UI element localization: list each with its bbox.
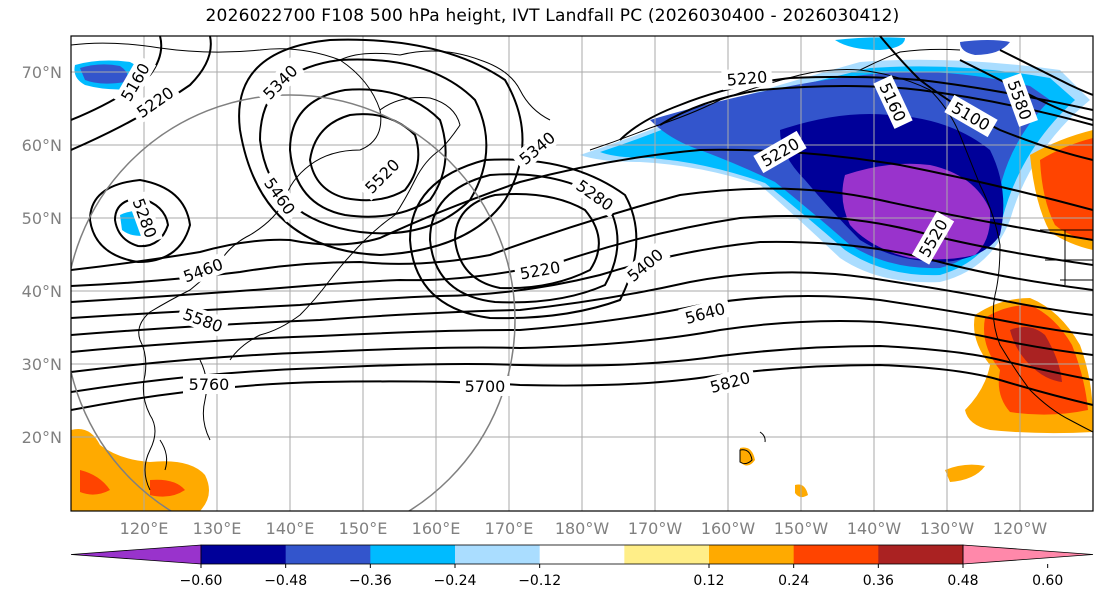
map-frame [70, 35, 1094, 512]
lon-label: 150°W [774, 519, 829, 538]
colorbar: −0.60 −0.48 −0.36 −0.24 −0.12 0.12 0.24 0.36 0.4… [70, 544, 1094, 589]
region-circle [71, 94, 516, 511]
colorbar-tick-label: −0.36 [349, 573, 392, 589]
lat-label: 40°N [22, 282, 62, 301]
lat-label: 60°N [22, 136, 62, 155]
positive-ivt-shading [71, 130, 1093, 511]
contour-label: 5220 [726, 67, 768, 89]
lon-label: 140°E [266, 519, 315, 538]
colorbar-tick-label: 0.24 [778, 573, 809, 589]
colorbar-segment [539, 545, 625, 564]
contour-label: 5760 [189, 375, 230, 394]
colorbar-segment [201, 545, 287, 564]
colorbar-segment [624, 545, 710, 564]
lon-label: 170°W [628, 519, 683, 538]
colorbar-frame [200, 544, 964, 565]
colorbar-extend-min [70, 544, 202, 565]
colorbar-tick-label: 0.60 [1032, 573, 1063, 589]
contour-label: 5700 [465, 377, 506, 396]
lon-label: 170°E [485, 519, 534, 538]
colorbar-tick-label: −0.24 [434, 573, 477, 589]
map-plot-area: 5160 5220 5340 5280 5220 5460 5520 5340 … [71, 36, 1093, 511]
colorbar-segment [709, 545, 795, 564]
lon-label: 150°E [339, 519, 388, 538]
colorbar-segment [285, 545, 371, 564]
colorbar-segment [878, 545, 964, 564]
colorbar-tick-label: 0.12 [693, 573, 724, 589]
lon-label: 120°E [120, 519, 169, 538]
colorbar-tick-label: 0.36 [863, 573, 894, 589]
longitude-labels: 120°E 130°E 140°E 150°E 160°E 170°E 180°… [120, 519, 1048, 538]
lat-label: 30°N [22, 355, 62, 374]
latitude-labels: 70°N 60°N 50°N 40°N 30°N 20°N [22, 63, 62, 447]
lon-label: 130°W [920, 519, 975, 538]
map-title: 2026022700 F108 500 hPa height, IVT Land… [205, 6, 900, 26]
lat-label: 70°N [22, 63, 62, 82]
colorbar-extend-max [962, 544, 1094, 565]
colorbar-segment [793, 545, 879, 564]
lon-label: 160°E [412, 519, 461, 538]
lat-label: 20°N [22, 428, 62, 447]
lon-label: 140°W [847, 519, 902, 538]
colorbar-tick-label: 0.48 [947, 573, 978, 589]
lat-label: 50°N [22, 209, 62, 228]
colorbar-tick-label: −0.12 [518, 573, 561, 589]
lon-label: 180°W [555, 519, 610, 538]
colorbar-tick-label: −0.48 [264, 573, 307, 589]
lon-label: 130°E [193, 519, 242, 538]
colorbar-segment [370, 545, 456, 564]
lon-label: 160°W [701, 519, 756, 538]
colorbar-segment [455, 545, 541, 564]
colorbar-tick-label: −0.60 [180, 573, 223, 589]
lon-label: 120°W [993, 519, 1048, 538]
height-contours [71, 36, 1093, 411]
